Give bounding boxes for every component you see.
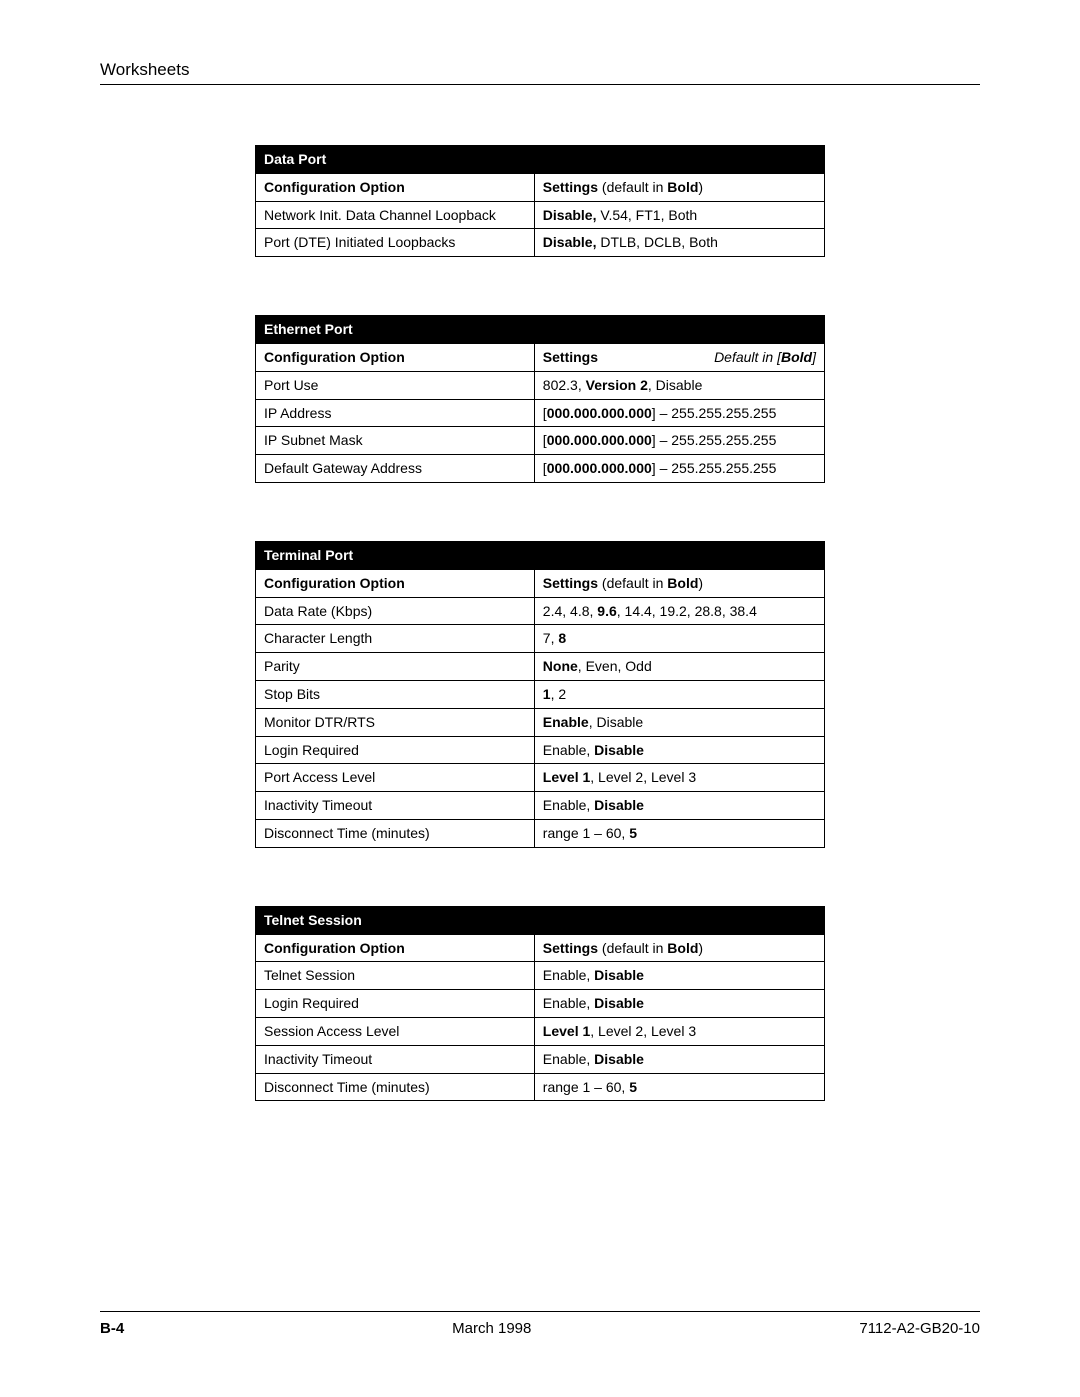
table-row: Default Gateway Address[000.000.000.000]… <box>256 455 825 483</box>
settings-cell: Enable, Disable <box>534 736 824 764</box>
table-row: Data Rate (Kbps)2.4, 4.8, 9.6, 14.4, 19.… <box>256 597 825 625</box>
table-row: Inactivity TimeoutEnable, Disable <box>256 792 825 820</box>
settings-cell: Disable, DTLB, DCLB, Both <box>534 229 824 257</box>
column-header-settings: SettingsDefault in [Bold] <box>534 343 824 371</box>
table-row: IP Address[000.000.000.000] – 255.255.25… <box>256 399 825 427</box>
table-row: Session Access LevelLevel 1, Level 2, Le… <box>256 1017 825 1045</box>
option-cell: Port Use <box>256 371 535 399</box>
option-cell: IP Address <box>256 399 535 427</box>
table-row: Telnet SessionEnable, Disable <box>256 962 825 990</box>
table-row: Character Length7, 8 <box>256 625 825 653</box>
column-header-option: Configuration Option <box>256 569 535 597</box>
settings-cell: Enable, Disable <box>534 1045 824 1073</box>
column-header-settings: Settings (default in Bold) <box>534 934 824 962</box>
option-cell: Data Rate (Kbps) <box>256 597 535 625</box>
option-cell: IP Subnet Mask <box>256 427 535 455</box>
table-row: Monitor DTR/RTSEnable, Disable <box>256 708 825 736</box>
table-row: Port Access LevelLevel 1, Level 2, Level… <box>256 764 825 792</box>
table-row: Login RequiredEnable, Disable <box>256 736 825 764</box>
option-cell: Port Access Level <box>256 764 535 792</box>
config-table: Data PortConfiguration OptionSettings (d… <box>255 145 825 257</box>
option-cell: Port (DTE) Initiated Loopbacks <box>256 229 535 257</box>
option-cell: Login Required <box>256 990 535 1018</box>
table-row: Stop Bits1, 2 <box>256 680 825 708</box>
table-row: Disconnect Time (minutes)range 1 – 60, 5 <box>256 1073 825 1101</box>
column-header-settings: Settings (default in Bold) <box>534 173 824 201</box>
settings-cell: [000.000.000.000] – 255.255.255.255 <box>534 455 824 483</box>
table-title: Telnet Session <box>256 906 825 934</box>
option-cell: Telnet Session <box>256 962 535 990</box>
option-cell: Stop Bits <box>256 680 535 708</box>
option-cell: Character Length <box>256 625 535 653</box>
settings-cell: [000.000.000.000] – 255.255.255.255 <box>534 399 824 427</box>
settings-cell: range 1 – 60, 5 <box>534 1073 824 1101</box>
settings-cell: Enable, Disable <box>534 792 824 820</box>
section-title: Worksheets <box>100 60 980 80</box>
doc-id: 7112-A2-GB20-10 <box>859 1320 980 1337</box>
table-title: Terminal Port <box>256 541 825 569</box>
settings-cell: Enable, Disable <box>534 962 824 990</box>
table-row: IP Subnet Mask[000.000.000.000] – 255.25… <box>256 427 825 455</box>
settings-cell: None, Even, Odd <box>534 653 824 681</box>
settings-cell: Enable, Disable <box>534 990 824 1018</box>
footer-rule <box>100 1311 980 1312</box>
column-header-option: Configuration Option <box>256 343 535 371</box>
table-row: Port (DTE) Initiated LoopbacksDisable, D… <box>256 229 825 257</box>
settings-cell: Disable, V.54, FT1, Both <box>534 201 824 229</box>
option-cell: Network Init. Data Channel Loopback <box>256 201 535 229</box>
table-row: Disconnect Time (minutes)range 1 – 60, 5 <box>256 819 825 847</box>
page: Worksheets Data PortConfiguration Option… <box>0 0 1080 1397</box>
page-footer: B-4 March 1998 7112-A2-GB20-10 <box>100 1307 980 1337</box>
table-title: Ethernet Port <box>256 316 825 344</box>
option-cell: Inactivity Timeout <box>256 792 535 820</box>
settings-cell: [000.000.000.000] – 255.255.255.255 <box>534 427 824 455</box>
table-title: Data Port <box>256 146 825 174</box>
option-cell: Inactivity Timeout <box>256 1045 535 1073</box>
column-header-settings: Settings (default in Bold) <box>534 569 824 597</box>
config-table: Ethernet PortConfiguration OptionSetting… <box>255 315 825 483</box>
settings-cell: 2.4, 4.8, 9.6, 14.4, 19.2, 28.8, 38.4 <box>534 597 824 625</box>
settings-cell: Level 1, Level 2, Level 3 <box>534 1017 824 1045</box>
table-row: Login RequiredEnable, Disable <box>256 990 825 1018</box>
footer-date: March 1998 <box>452 1320 531 1337</box>
table-row: Network Init. Data Channel LoopbackDisab… <box>256 201 825 229</box>
settings-cell: range 1 – 60, 5 <box>534 819 824 847</box>
config-table: Telnet SessionConfiguration OptionSettin… <box>255 906 825 1102</box>
option-cell: Login Required <box>256 736 535 764</box>
table-row: ParityNone, Even, Odd <box>256 653 825 681</box>
option-cell: Disconnect Time (minutes) <box>256 819 535 847</box>
option-cell: Parity <box>256 653 535 681</box>
column-header-option: Configuration Option <box>256 173 535 201</box>
table-row: Inactivity TimeoutEnable, Disable <box>256 1045 825 1073</box>
settings-cell: Enable, Disable <box>534 708 824 736</box>
option-cell: Default Gateway Address <box>256 455 535 483</box>
table-row: Port Use802.3, Version 2, Disable <box>256 371 825 399</box>
settings-cell: 802.3, Version 2, Disable <box>534 371 824 399</box>
header-rule <box>100 84 980 85</box>
option-cell: Monitor DTR/RTS <box>256 708 535 736</box>
config-table: Terminal PortConfiguration OptionSetting… <box>255 541 825 848</box>
page-number: B-4 <box>100 1320 124 1337</box>
option-cell: Session Access Level <box>256 1017 535 1045</box>
column-header-option: Configuration Option <box>256 934 535 962</box>
tables-container: Data PortConfiguration OptionSettings (d… <box>255 145 825 1101</box>
option-cell: Disconnect Time (minutes) <box>256 1073 535 1101</box>
settings-cell: Level 1, Level 2, Level 3 <box>534 764 824 792</box>
settings-cell: 1, 2 <box>534 680 824 708</box>
settings-cell: 7, 8 <box>534 625 824 653</box>
